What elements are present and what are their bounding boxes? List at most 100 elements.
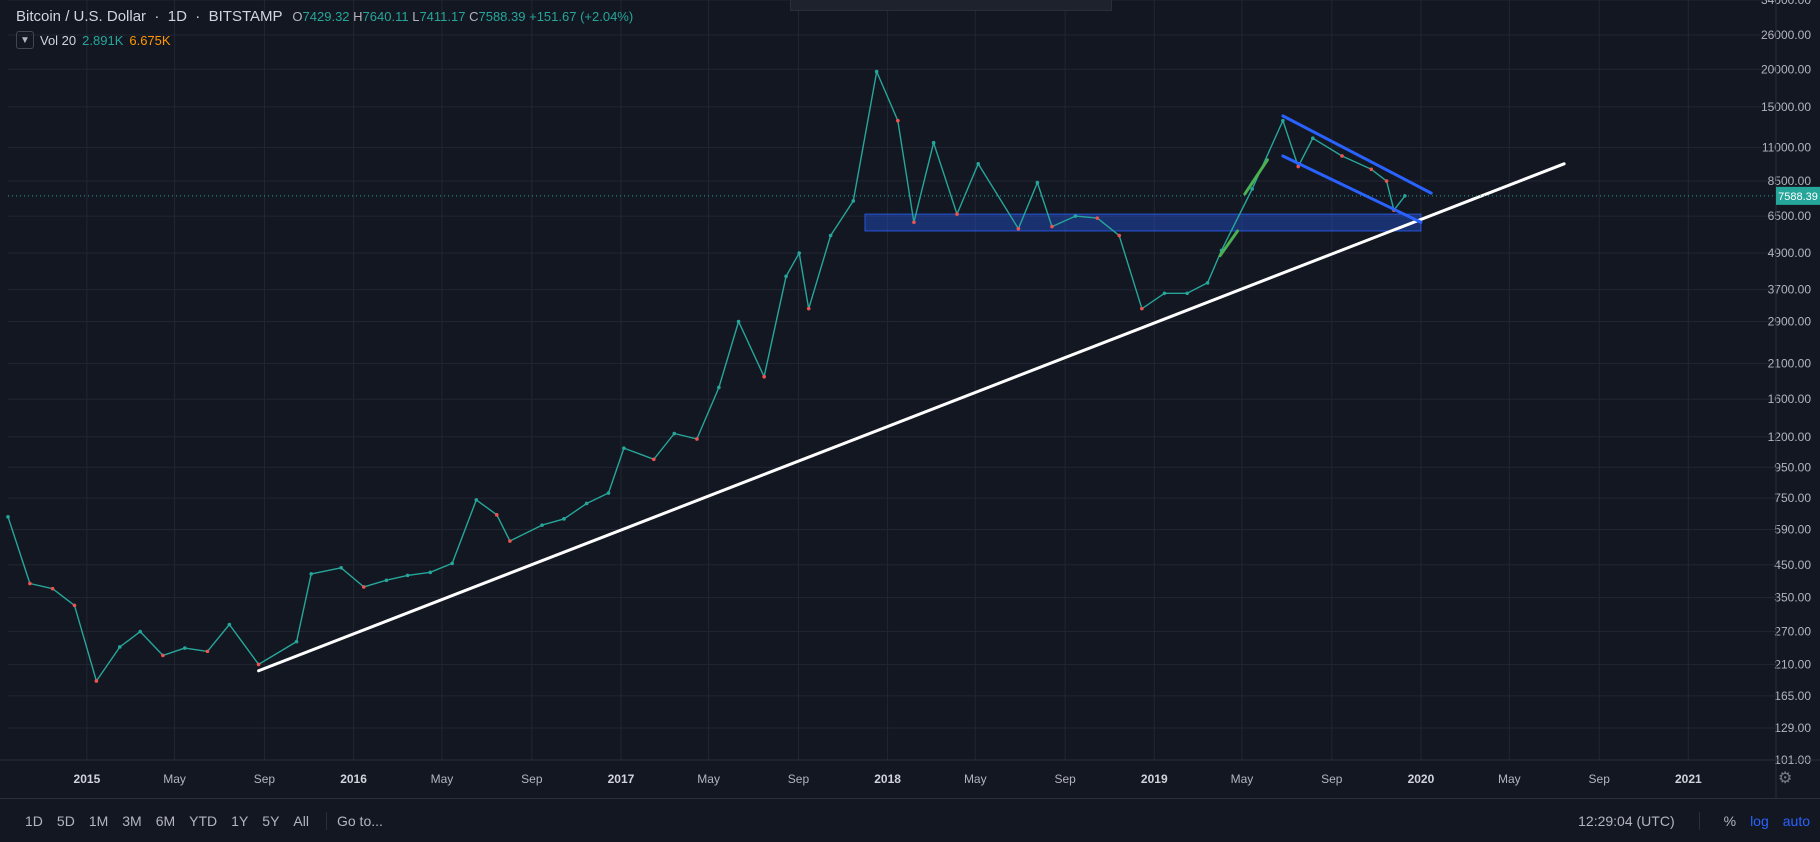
range-ytd-button[interactable]: YTD [189, 812, 218, 829]
y-tick-label: 590.00 [1774, 522, 1811, 536]
x-tick-label: May [431, 772, 454, 786]
price-point [117, 645, 122, 649]
price-point [1384, 179, 1389, 183]
change-value: +151.67 (+2.04%) [529, 9, 634, 24]
range-1y-button[interactable]: 1Y [231, 812, 249, 829]
price-point [717, 385, 721, 390]
price-point [1281, 118, 1285, 123]
price-point [1250, 187, 1254, 191]
percent-scale-toggle[interactable]: % [1723, 812, 1737, 829]
x-tick-label: 2021 [1675, 772, 1702, 786]
flag-line-2 [1243, 158, 1270, 196]
x-tick-label: 2018 [874, 772, 901, 786]
price-point [540, 523, 544, 527]
right-tools: 12:29:04 (UTC) % log auto [1578, 799, 1810, 842]
x-tick-label: Sep [521, 772, 543, 786]
y-tick-label: 34000.00 [1761, 0, 1811, 7]
price-point [94, 679, 99, 683]
price-point [1035, 180, 1040, 185]
y-tick-label: 6500.00 [1768, 209, 1812, 223]
auto-scale-toggle[interactable]: auto [1782, 812, 1810, 829]
price-point [672, 431, 677, 436]
exchange-label: BITSTAMP [208, 8, 283, 25]
range-1d-button[interactable]: 1D [25, 812, 43, 829]
y-tick-label: 950.00 [1774, 460, 1811, 474]
price-point [1140, 306, 1144, 311]
price-point [1117, 233, 1122, 238]
trendline [257, 162, 1566, 673]
bottom-toolbar: 1D 5D 1M 3M 6M YTD 1Y 5Y All Go to... 12… [0, 798, 1820, 842]
range-all-button[interactable]: All [293, 812, 309, 829]
volume-legend: ▼ Vol 20 2.891K 6.675K [16, 31, 171, 49]
x-tick-label: May [1231, 772, 1254, 786]
price-point [227, 622, 232, 627]
gear-icon[interactable]: ⚙ [1778, 770, 1793, 787]
price-point [428, 570, 433, 575]
x-tick-label: 2015 [74, 772, 101, 786]
price-point [851, 199, 856, 203]
price-point [931, 140, 936, 145]
y-tick-label: 26000.00 [1761, 28, 1811, 42]
price-point [205, 649, 210, 654]
y-tick-label: 165.00 [1774, 689, 1811, 703]
price-point [161, 653, 165, 658]
interval-label[interactable]: 1D [167, 8, 187, 25]
price-point [138, 629, 143, 634]
price-point [183, 646, 187, 650]
y-tick-label: 2900.00 [1768, 315, 1812, 329]
y-tick-label: 11000.00 [1762, 140, 1811, 154]
ohlc-values: O7429.32 H7640.11 L7411.17 C7588.39 +151… [292, 9, 634, 24]
price-point [339, 565, 343, 570]
y-tick-label: 450.00 [1774, 558, 1811, 572]
price-chart[interactable]: 34000.00 26000.00 20000.00 15000.00 11000.00… [0, 0, 1820, 798]
range-3m-button[interactable]: 3M [122, 812, 142, 829]
volume-label: Vol 20 [40, 32, 77, 48]
x-tick-label: Sep [1321, 772, 1343, 786]
symbol-title[interactable]: Bitcoin / U.S. Dollar [16, 8, 147, 25]
price-point [652, 457, 656, 462]
y-tick-label: 2100.00 [1768, 357, 1812, 371]
price-point [1340, 154, 1344, 158]
log-scale-toggle[interactable]: log [1750, 812, 1769, 829]
x-tick-label: Sep [1054, 772, 1076, 786]
x-tick-label: Sep [254, 772, 276, 786]
y-tick-label: 750.00 [1774, 491, 1811, 505]
range-5d-button[interactable]: 5D [56, 812, 75, 829]
channel-upper-line [1281, 114, 1433, 195]
x-tick-label: 2019 [1141, 772, 1168, 786]
price-point [1185, 291, 1189, 296]
y-tick-label: 129.00 [1774, 721, 1811, 735]
y-tick-label: 270.00 [1774, 625, 1811, 639]
price-point [1296, 164, 1301, 169]
range-6m-button[interactable]: 6M [155, 812, 176, 829]
ohlc-toolbar-stub [790, 0, 1112, 11]
price-point [976, 162, 981, 166]
x-tick-label: Sep [1589, 772, 1611, 786]
chevron-down-icon[interactable]: ▼ [16, 31, 34, 49]
price-point [1205, 281, 1210, 285]
y-tick-label: 4900.00 [1768, 246, 1812, 260]
range-1m-button[interactable]: 1M [88, 812, 109, 829]
price-point [1162, 291, 1167, 296]
price-point [508, 539, 512, 543]
price-point [494, 513, 499, 517]
price-point [361, 585, 366, 589]
price-point [1311, 136, 1315, 141]
x-tick-label: 2016 [340, 772, 367, 786]
price-point [896, 118, 900, 123]
x-tick-label: May [697, 772, 720, 786]
price-point [294, 639, 299, 644]
y-tick-label: 1600.00 [1768, 392, 1812, 406]
price-point [912, 220, 916, 225]
price-point [256, 662, 261, 667]
price-point [309, 572, 313, 576]
price-point [797, 251, 802, 255]
current-price-tag [1776, 186, 1820, 205]
goto-button[interactable]: Go to... [336, 812, 383, 829]
open-value: 7429.32 [302, 9, 350, 24]
x-tick-label: Sep [788, 772, 810, 786]
range-5y-button[interactable]: 5Y [262, 812, 280, 829]
y-tick-label: 8500.00 [1768, 174, 1812, 188]
channel-lower-line [1281, 154, 1423, 224]
price-point [784, 274, 788, 279]
